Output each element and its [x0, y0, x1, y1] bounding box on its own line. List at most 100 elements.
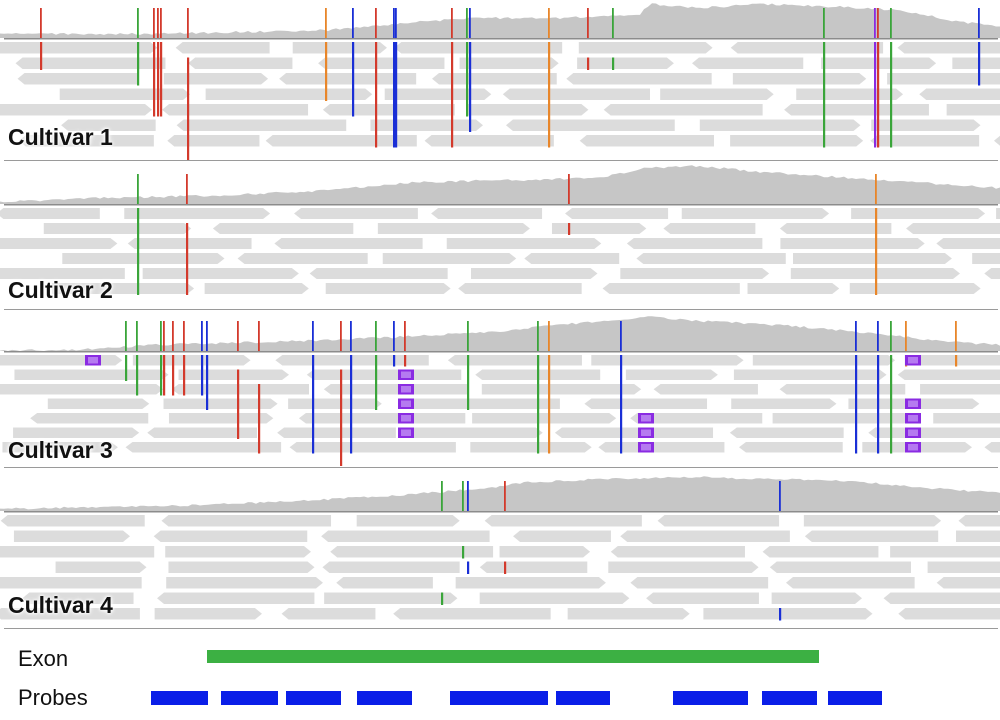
- coverage-allele-mark: [568, 174, 570, 204]
- read: [524, 253, 620, 264]
- read: [663, 223, 756, 234]
- read: [0, 608, 140, 620]
- mismatch-mark: [183, 355, 186, 396]
- insertion-mark-inner: [908, 357, 918, 364]
- coverage-allele-mark: [137, 174, 139, 204]
- coverage-allele-mark: [620, 321, 622, 351]
- read: [279, 73, 417, 85]
- insertion-mark-inner: [908, 400, 918, 407]
- read: [958, 515, 1000, 527]
- read: [630, 413, 763, 424]
- cultivar-2-track[interactable]: Cultivar 2: [0, 162, 1000, 308]
- coverage-allele-mark: [312, 321, 314, 351]
- read: [0, 515, 145, 527]
- read: [168, 413, 274, 424]
- coverage-allele-mark: [451, 8, 453, 38]
- read: [167, 135, 260, 147]
- cultivar-4-track[interactable]: Cultivar 4: [0, 469, 1000, 627]
- mismatch-mark: [890, 355, 893, 454]
- cultivar-3-track[interactable]: Cultivar 3: [0, 311, 1000, 466]
- read: [499, 546, 591, 558]
- read: [472, 413, 617, 424]
- insertion-mark-inner: [401, 371, 411, 378]
- read: [952, 57, 1000, 69]
- mismatch-mark: [779, 608, 782, 621]
- read: [59, 88, 191, 100]
- read: [608, 561, 759, 573]
- read: [598, 442, 725, 453]
- coverage-allele-mark: [157, 8, 159, 38]
- read: [502, 88, 651, 100]
- cultivar-1-track[interactable]: Cultivar 1: [0, 0, 1000, 160]
- coverage-allele-mark: [201, 321, 203, 351]
- read: [154, 608, 262, 620]
- read: [163, 398, 278, 409]
- read: [657, 515, 780, 527]
- read: [322, 104, 455, 116]
- coverage-allele-mark: [237, 321, 239, 351]
- read: [384, 88, 492, 100]
- read: [13, 530, 130, 542]
- read: [996, 208, 1000, 219]
- read: [796, 88, 904, 100]
- read: [554, 427, 714, 438]
- read: [484, 515, 642, 527]
- coverage-allele-mark: [890, 8, 892, 38]
- read: [920, 384, 1000, 395]
- read: [336, 577, 433, 589]
- read: [603, 104, 763, 116]
- track-label: Cultivar 2: [8, 277, 113, 303]
- read: [157, 592, 315, 604]
- read: [703, 608, 873, 620]
- probe-bar: [357, 691, 412, 705]
- read: [212, 223, 354, 234]
- read: [993, 135, 1000, 146]
- read: [779, 223, 892, 234]
- read: [729, 427, 844, 438]
- read: [871, 119, 981, 131]
- read: [294, 208, 418, 219]
- read: [125, 442, 282, 453]
- coverage-baseline: [4, 38, 998, 40]
- mismatch-mark: [325, 42, 328, 101]
- mismatch-mark: [978, 42, 981, 86]
- read: [620, 530, 790, 542]
- mismatch-mark: [441, 592, 444, 605]
- mismatch-mark: [40, 42, 43, 70]
- mismatch-mark: [548, 42, 551, 148]
- coverage-allele-mark: [187, 8, 189, 38]
- read: [175, 42, 270, 54]
- mismatch-mark: [404, 355, 407, 367]
- read: [424, 135, 554, 147]
- mismatch-mark: [137, 42, 140, 86]
- read: [62, 253, 225, 264]
- mismatch-mark: [823, 42, 826, 148]
- read: [660, 88, 774, 100]
- probe-bar: [556, 691, 610, 705]
- read: [322, 561, 460, 573]
- coverage-allele-mark: [587, 8, 589, 38]
- read: [699, 119, 861, 131]
- read: [237, 253, 368, 264]
- insertion-mark-inner: [401, 415, 411, 422]
- coverage-allele-mark: [548, 321, 550, 351]
- mismatch-mark: [352, 42, 355, 117]
- read: [752, 355, 896, 366]
- read: [803, 515, 942, 527]
- read: [919, 88, 1000, 100]
- read: [513, 530, 611, 542]
- read: [610, 546, 745, 558]
- read: [870, 135, 980, 147]
- mismatch-mark: [466, 42, 469, 117]
- read: [281, 608, 376, 620]
- coverage-baseline: [4, 351, 998, 353]
- read: [772, 413, 912, 424]
- insertion-mark-inner: [641, 415, 651, 422]
- read: [625, 369, 718, 380]
- mismatch-mark: [375, 42, 378, 148]
- read: [933, 413, 1000, 424]
- read: [459, 57, 559, 69]
- read: [15, 57, 166, 69]
- read: [161, 515, 332, 527]
- insertion-mark-inner: [401, 429, 411, 436]
